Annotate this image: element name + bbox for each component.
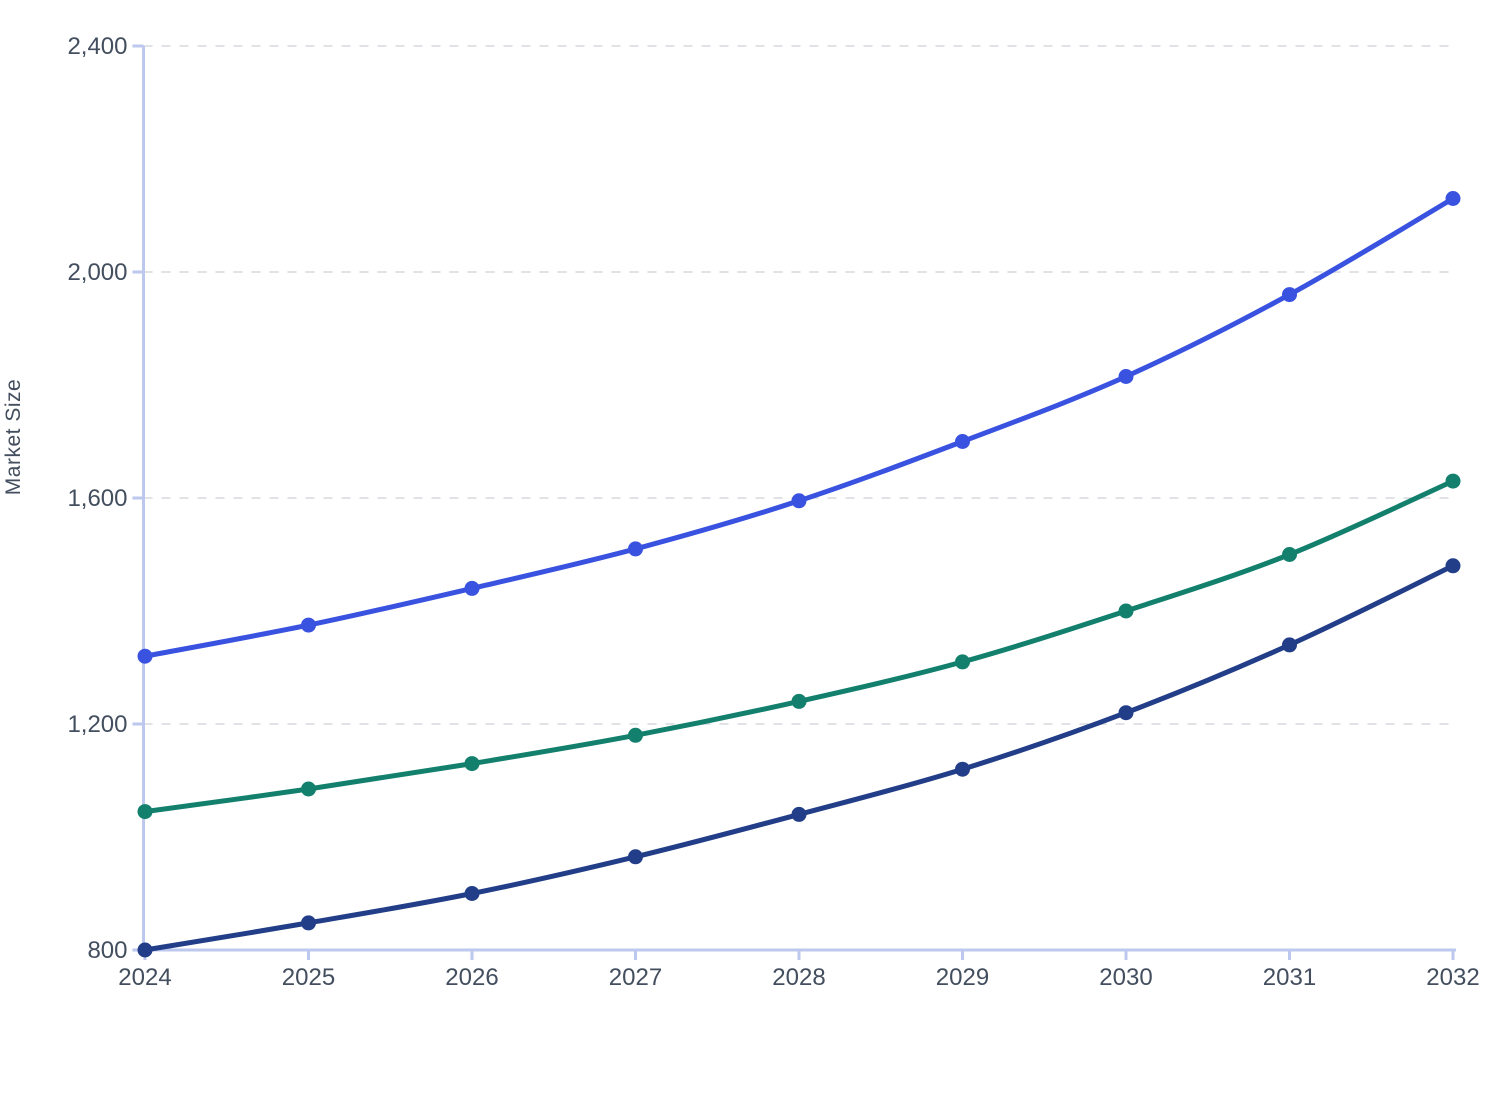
point-series-2-teal-2031[interactable]	[1282, 547, 1297, 562]
line-series-2-teal	[142, 478, 1456, 815]
point-series-3-navy-2032[interactable]	[1445, 558, 1461, 574]
series-group	[137, 191, 1461, 958]
tick-labels-group: 800 1,200 1,600 2,000 2,400 2024 2025 2026 2027 2…	[67, 33, 1479, 991]
point-series-2-teal-2027[interactable]	[628, 727, 643, 743]
x-tick-label-2025: 2025	[282, 964, 335, 991]
point-series-3-navy-2026[interactable]	[464, 886, 480, 901]
y-tick-label-1600: 1,600	[67, 485, 127, 512]
line-series-1-blue	[142, 196, 1456, 659]
point-series-1-blue-2028[interactable]	[791, 493, 807, 509]
point-series-1-blue-2029[interactable]	[955, 434, 970, 449]
x-tick-label-2029: 2029	[936, 964, 989, 991]
point-series-2-teal-2024[interactable]	[137, 804, 153, 820]
point-series-1-blue-2030[interactable]	[1118, 369, 1134, 384]
x-tick-label-2030: 2030	[1099, 964, 1152, 991]
y-tick-label-1200: 1,200	[67, 711, 127, 738]
gridlines-group	[143, 45, 1456, 725]
y-axis-title: Market Size	[2, 379, 25, 495]
point-series-1-blue-2026[interactable]	[464, 580, 480, 596]
x-tick-label-2031: 2031	[1263, 964, 1316, 991]
point-series-1-blue-2024[interactable]	[137, 648, 153, 664]
x-tick-label-2026: 2026	[445, 964, 498, 991]
point-series-2-teal-2025[interactable]	[301, 781, 316, 797]
point-series-3-navy-2024[interactable]	[137, 942, 153, 958]
x-tick-label-2028: 2028	[772, 964, 825, 991]
point-series-2-teal-2028[interactable]	[791, 693, 807, 709]
point-series-2-teal-2029[interactable]	[955, 654, 970, 670]
point-series-1-blue-2031[interactable]	[1282, 287, 1297, 303]
point-series-3-navy-2029[interactable]	[955, 761, 970, 777]
point-series-3-navy-2030[interactable]	[1118, 705, 1134, 721]
point-series-3-navy-2031[interactable]	[1282, 637, 1297, 653]
point-series-1-blue-2032[interactable]	[1445, 191, 1461, 206]
y-tick-label-2000: 2,000	[67, 259, 127, 286]
line-series-3-navy	[142, 563, 1456, 953]
point-series-3-navy-2028[interactable]	[791, 806, 807, 822]
point-series-2-teal-2032[interactable]	[1445, 473, 1461, 489]
point-series-1-blue-2025[interactable]	[301, 617, 316, 633]
y-tick-label-2400: 2,400	[67, 33, 127, 60]
point-series-1-blue-2027[interactable]	[628, 541, 643, 557]
x-tick-label-2032: 2032	[1426, 964, 1479, 991]
point-series-2-teal-2030[interactable]	[1118, 603, 1134, 619]
y-tick-label-800: 800	[87, 937, 127, 964]
point-series-2-teal-2026[interactable]	[464, 756, 480, 772]
point-series-3-navy-2025[interactable]	[301, 915, 316, 931]
x-tick-label-2027: 2027	[609, 964, 662, 991]
x-tick-label-2024: 2024	[118, 964, 171, 991]
point-series-3-navy-2027[interactable]	[628, 849, 643, 865]
